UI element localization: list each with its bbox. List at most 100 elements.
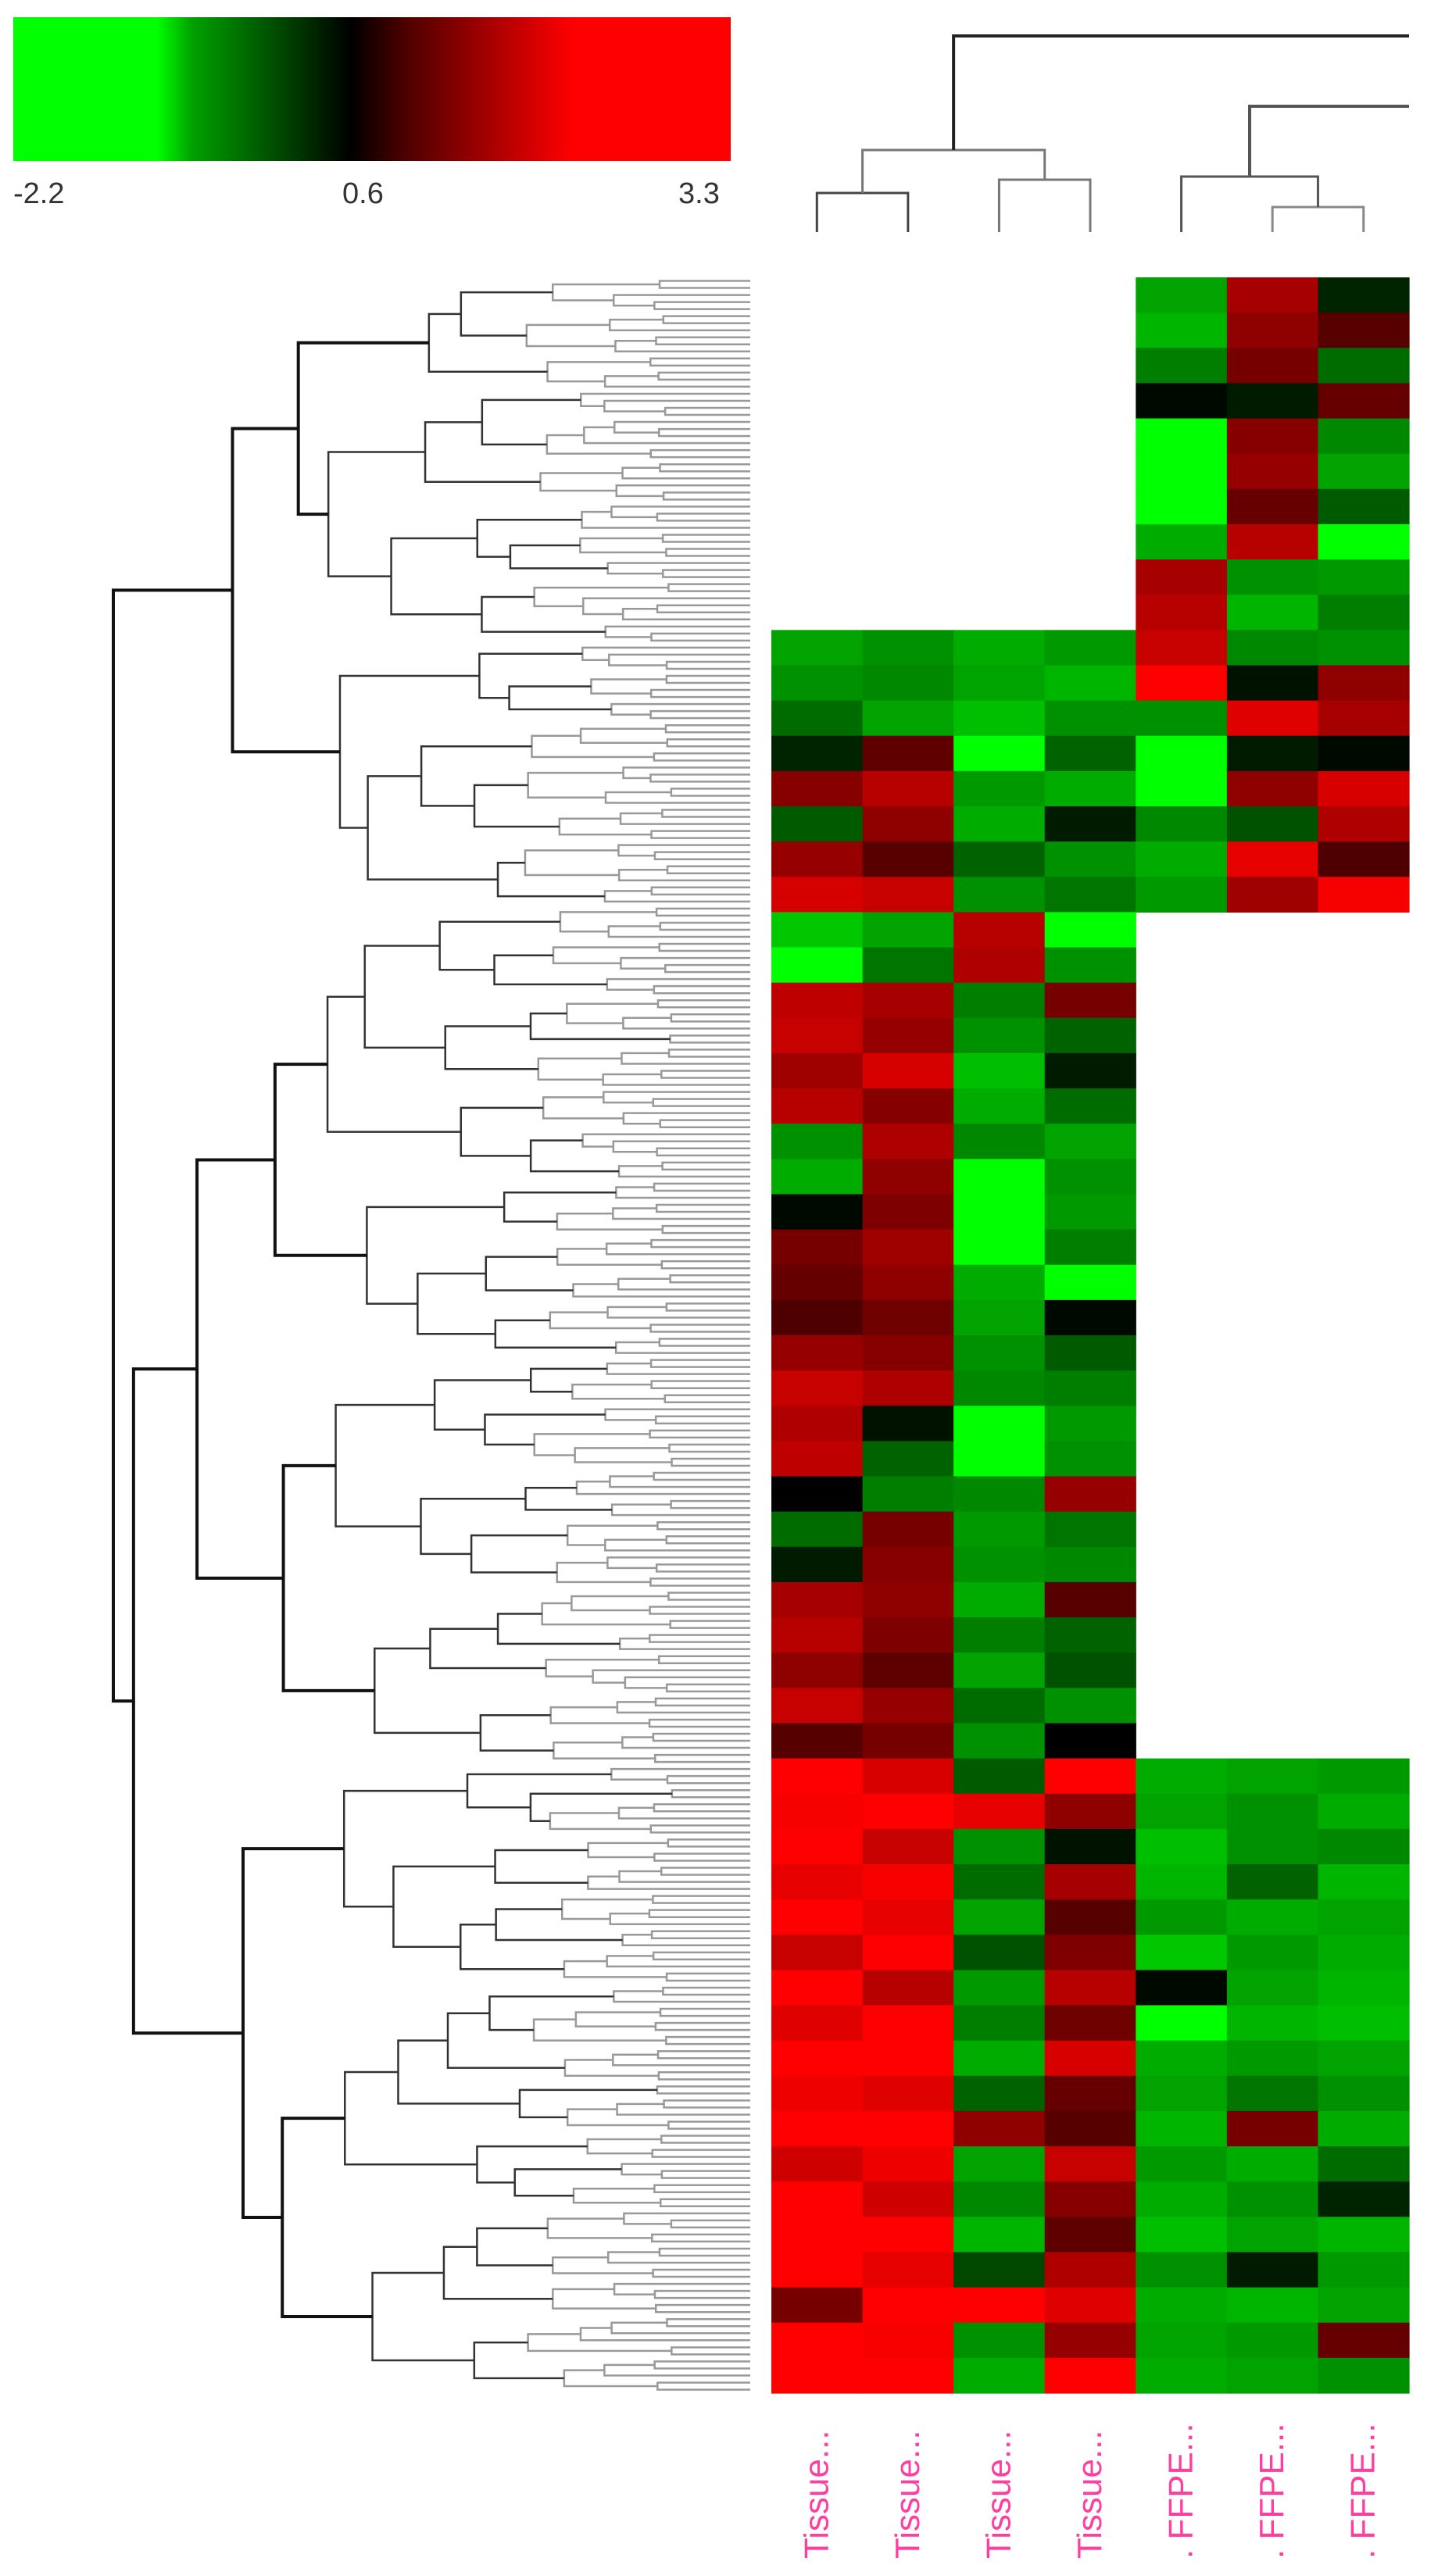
heatmap-cell: [1044, 1652, 1136, 1688]
heatmap-cell: [1044, 1581, 1136, 1618]
dendrogram-branch: [664, 723, 750, 734]
dendrogram-branch: [670, 1013, 750, 1023]
heatmap-cell: [771, 1970, 864, 2006]
dendrogram-branch: [524, 849, 620, 877]
heatmap-cell: [1226, 2252, 1319, 2288]
dendrogram-branch: [604, 1408, 750, 1421]
heatmap-cell: [862, 1758, 954, 1795]
heatmap-cell: [1318, 2252, 1410, 2288]
heatmap-cell: [953, 1229, 1046, 1266]
dendrogram-branch: [613, 2282, 750, 2296]
dendrogram-branch: [621, 1052, 750, 1065]
dendrogram-branch: [657, 371, 750, 381]
dendrogram-branch: [606, 1556, 750, 1570]
dendrogram-branch: [653, 851, 750, 860]
dendrogram-branch: [653, 984, 750, 995]
legend-mid-label: 0.6: [342, 177, 384, 210]
dendrogram-branch: [537, 1057, 622, 1081]
heatmap-cell: [1318, 700, 1410, 737]
heatmap-cell: [862, 912, 954, 949]
heatmap-cell: [1044, 1758, 1136, 1795]
dendrogram-branch: [656, 2085, 750, 2095]
heatmap-cell: [1044, 1441, 1136, 1477]
dendrogram-branch: [669, 1034, 750, 1044]
dendrogram-branch: [659, 2198, 750, 2208]
heatmap-cell: [1318, 595, 1410, 631]
heatmap-cell: [953, 877, 1046, 913]
dendrogram-branch: [663, 2099, 750, 2109]
dendrogram-branch: [617, 1806, 750, 1820]
dendrogram-branch: [648, 1909, 750, 1918]
heatmap-cell: [1226, 1864, 1319, 1900]
heatmap-cell: [1044, 1017, 1136, 1054]
dendrogram-branch: [655, 907, 750, 917]
dendrogram-branch: [617, 1165, 750, 1178]
dendrogram-branch: [656, 1520, 750, 1531]
dendrogram-branch: [671, 2346, 750, 2356]
heatmap-cell: [1136, 700, 1228, 737]
dendrogram-branch: [620, 956, 750, 970]
dendrogram-branch: [653, 2360, 750, 2370]
heatmap-cell: [1136, 630, 1228, 666]
heatmap-cell: [953, 1652, 1046, 1688]
dendrogram-branch: [444, 1025, 538, 1070]
heatmap-cell: [953, 2181, 1046, 2217]
dendrogram-branch: [363, 945, 445, 1049]
dendrogram-branch: [607, 925, 750, 938]
heatmap-cell: [1226, 700, 1319, 737]
heatmap-cell: [862, 1970, 954, 2006]
heatmap-cell: [1044, 1299, 1136, 1336]
heatmap-cell: [862, 1723, 954, 1760]
heatmap-cell: [1226, 2357, 1319, 2394]
heatmap-cell: [1136, 2322, 1228, 2359]
heatmap-cell: [1318, 806, 1410, 842]
heatmap-cell: [862, 1088, 954, 1124]
heatmap-cell: [1044, 1511, 1136, 1548]
heatmap-cell: [1044, 2181, 1136, 2217]
dendrogram-branch: [622, 1016, 750, 1030]
dendrogram-branch: [650, 632, 750, 642]
dendrogram-branch: [669, 1274, 750, 1284]
dendrogram-branch: [651, 2233, 750, 2243]
heatmap-cell: [1318, 277, 1410, 313]
heatmap-cell: [1136, 523, 1228, 560]
dendrogram-branch: [650, 886, 750, 896]
heatmap-cell: [1318, 841, 1410, 877]
heatmap-cell: [1226, 2005, 1319, 2042]
heatmap-cell: [1318, 1758, 1410, 1795]
heatmap-cell: [862, 1899, 954, 1935]
heatmap-cell: [1226, 418, 1319, 455]
heatmap-cell: [862, 2040, 954, 2077]
dendrogram-branch: [552, 283, 660, 302]
heatmap-cell: [1136, 1970, 1228, 2006]
heatmap-cell: [1226, 806, 1319, 842]
heatmap-cell: [771, 1723, 864, 1760]
heatmap-cell: [771, 1652, 864, 1688]
dendrogram-branch: [612, 2053, 750, 2067]
heatmap-cell: [953, 1159, 1046, 1195]
dendrogram-branch: [606, 1306, 750, 1319]
heatmap-cell: [862, 1793, 954, 1830]
dendrogram-branch: [621, 1934, 750, 1947]
heatmap-cell: [1318, 2287, 1410, 2324]
heatmap-cell: [953, 1124, 1046, 1159]
heatmap-cell: [1044, 2287, 1136, 2324]
dendrogram-branch: [656, 2381, 750, 2391]
dendrogram-branch: [552, 2288, 656, 2310]
dendrogram-branch: [622, 1112, 750, 1125]
heatmap-cell: [771, 700, 864, 737]
dendrogram-branch: [610, 2321, 750, 2335]
dendrogram-branch: [612, 1140, 750, 1153]
dendrogram-branch: [664, 1394, 750, 1404]
dendrogram-branch: [531, 734, 654, 759]
dendrogram-branch: [665, 660, 750, 670]
dendrogram-branch: [494, 1319, 617, 1349]
dendrogram-branch: [666, 865, 750, 875]
heatmap-cell: [862, 1194, 954, 1231]
dendrogram-branch: [656, 604, 750, 614]
dendrogram-branch: [654, 1697, 750, 1707]
heatmap-cell: [1226, 1828, 1319, 1865]
dendrogram-branch: [493, 954, 607, 986]
heatmap-cell: [953, 912, 1046, 949]
